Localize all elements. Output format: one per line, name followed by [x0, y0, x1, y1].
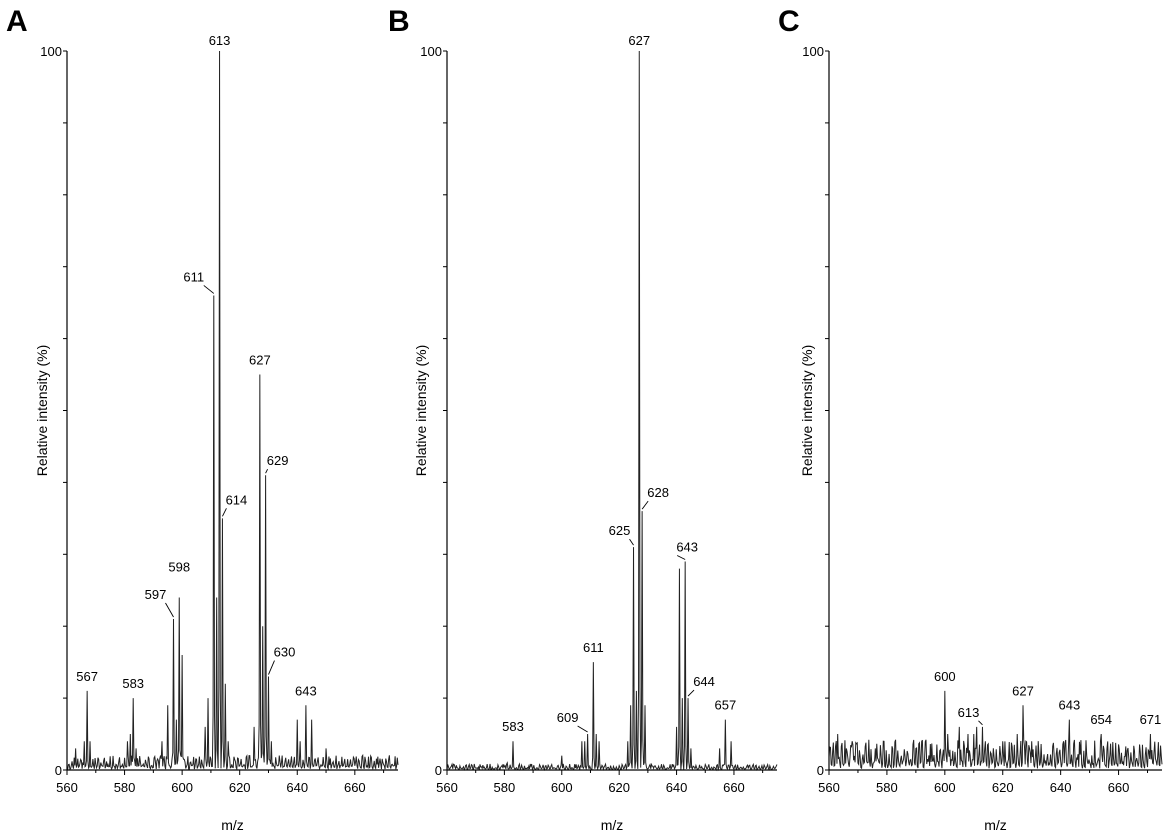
panel-letter: A	[6, 5, 28, 38]
peak-label: 613	[209, 33, 231, 48]
peak-label-leader	[577, 725, 588, 733]
peak-label-leader	[265, 469, 269, 474]
peak-label-leader	[629, 538, 634, 546]
y-tick-label: 0	[55, 763, 62, 778]
peak-label-leader	[203, 285, 215, 294]
x-tick-label: 600	[934, 780, 956, 795]
spectrum-trace	[446, 50, 778, 772]
x-tick-label: 560	[56, 780, 78, 795]
x-tick-label: 560	[436, 780, 458, 795]
peak-label: 644	[693, 674, 715, 689]
peak-label: 627	[249, 353, 271, 368]
peak-label: 567	[76, 669, 98, 684]
y-tick-label: 100	[40, 44, 62, 59]
x-tick-label: 660	[344, 780, 366, 795]
x-tick-label: 640	[286, 780, 308, 795]
peak-label-leader	[978, 720, 983, 726]
x-tick-label: 660	[1108, 780, 1130, 795]
peak-label: 609	[557, 710, 579, 725]
peak-label: 583	[122, 676, 144, 691]
x-tick-label: 620	[608, 780, 630, 795]
x-tick-label: 580	[114, 780, 136, 795]
x-tick-label: 600	[551, 780, 573, 795]
peak-label: 600	[934, 669, 956, 684]
peak-label-leader	[268, 660, 275, 675]
peak-label-leader	[165, 602, 174, 618]
peak-label: 630	[274, 645, 296, 660]
panel-letter: B	[388, 5, 410, 38]
spectrum-trace	[828, 690, 1163, 770]
peak-label: 657	[714, 698, 736, 713]
peak-label-leader	[676, 555, 686, 560]
peak-label: 628	[647, 485, 669, 500]
y-axis-title: Relative intensity (%)	[799, 345, 815, 477]
y-tick-label: 0	[817, 763, 824, 778]
x-axis-title: m/z	[221, 817, 244, 833]
peak-label: 611	[583, 640, 604, 655]
peak-label: 598	[168, 559, 190, 574]
peak-label: 627	[628, 33, 650, 48]
x-tick-label: 620	[992, 780, 1014, 795]
panel-b: B 0 100 560 580 600 620 640 660 m/z Relative inten…	[388, 5, 778, 833]
peak-label: 643	[676, 539, 698, 554]
peak-label: 613	[958, 705, 980, 720]
y-axis-title: Relative intensity (%)	[413, 345, 429, 477]
x-tick-label: 660	[723, 780, 745, 795]
x-tick-label: 600	[171, 780, 193, 795]
peak-label: 643	[295, 683, 317, 698]
x-axis-title: m/z	[601, 817, 624, 833]
peak-label: 627	[1012, 683, 1034, 698]
peak-label: 611	[183, 269, 204, 284]
peak-label-leader	[222, 508, 227, 517]
spectrum-trace	[66, 50, 399, 771]
x-axis-title: m/z	[984, 817, 1007, 833]
peak-label: 643	[1058, 698, 1080, 713]
y-tick-label: 100	[802, 44, 824, 59]
peak-label: 597	[145, 587, 167, 602]
peak-label: 625	[609, 523, 631, 538]
peak-label-leader	[687, 689, 695, 697]
peak-label: 654	[1090, 712, 1112, 727]
y-tick-label: 100	[420, 44, 442, 59]
x-tick-label: 640	[1050, 780, 1072, 795]
panel-a: A 0 100 560 580 600 620 640 660 m/z Relative inten…	[6, 5, 399, 833]
peak-label: 583	[502, 719, 524, 734]
peak-label: 614	[226, 492, 248, 507]
peak-label: 671	[1140, 712, 1162, 727]
x-tick-label: 580	[494, 780, 516, 795]
panel-letter: C	[778, 5, 800, 38]
y-tick-label: 0	[435, 763, 442, 778]
peak-label: 629	[267, 453, 289, 468]
x-tick-label: 640	[666, 780, 688, 795]
x-tick-label: 560	[818, 780, 840, 795]
y-axis-title: Relative intensity (%)	[34, 345, 50, 477]
panel-c: C 0 100 560 580 600 620 640 660 m/z Relative inten…	[778, 5, 1163, 833]
x-tick-label: 620	[229, 780, 251, 795]
peak-label-leader	[641, 500, 649, 510]
x-tick-label: 580	[876, 780, 898, 795]
